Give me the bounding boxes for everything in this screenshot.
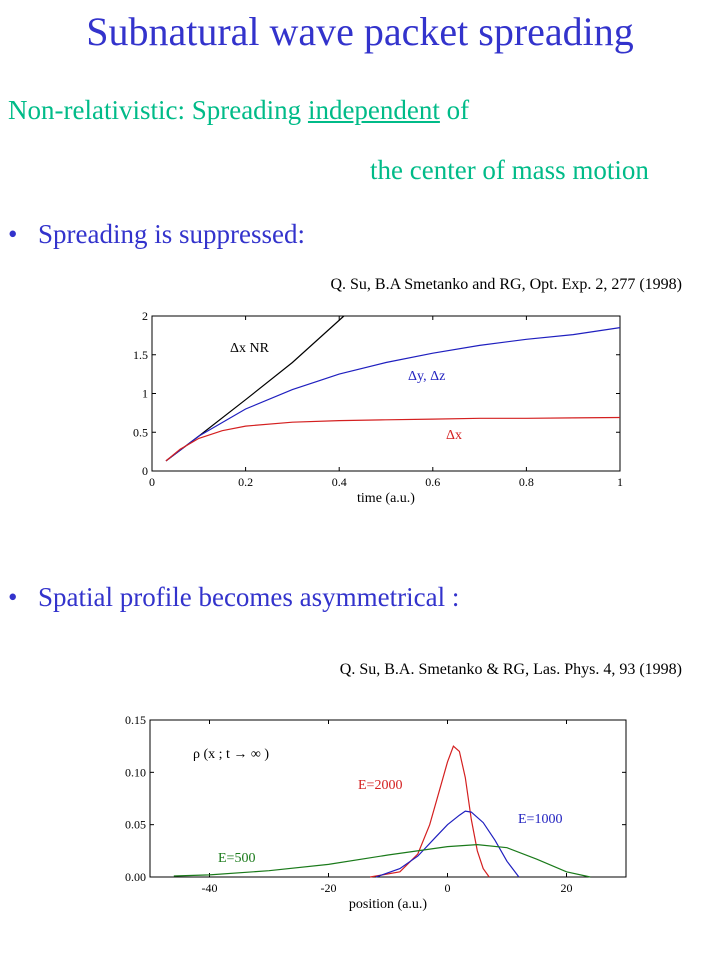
y-tick-label: 0.5 <box>133 425 148 439</box>
series-label-0: E=2000 <box>358 778 402 793</box>
y-tick-label: 1.5 <box>133 348 148 362</box>
y-tick-label: 0.00 <box>125 870 146 884</box>
x-tick-label: 0.8 <box>519 475 534 489</box>
x-tick-label: -40 <box>202 881 218 895</box>
x-tick-label: 1 <box>617 475 623 489</box>
non-relativistic-line-2: the center of mass motion <box>370 155 649 185</box>
plot-frame <box>149 719 627 878</box>
series-line-1 <box>165 327 621 462</box>
x-tick-label: 0 <box>445 881 451 895</box>
y-tick-label: 2 <box>142 309 148 323</box>
series-line-2 <box>165 416 621 462</box>
y-tick-label: 0.10 <box>125 765 146 779</box>
x-axis-label: position (a.u.) <box>349 897 427 912</box>
spreading-chart: 0 0.2 0.4 0.6 0.8 1 0 0.5 1 1.5 2 time (a.u.) Δx NR Δ… <box>133 309 623 506</box>
x-tick-label: 0.2 <box>238 475 253 489</box>
non-relativistic-line-1: Non-relativistic: Spreading independent … <box>8 95 469 126</box>
series-line-0 <box>369 745 490 878</box>
reference-2: Q. Su, B.A. Smetanko & RG, Las. Phys. 4,… <box>339 661 682 678</box>
nr-prefix: Non-relativistic: Spreading <box>8 95 308 125</box>
nr-suffix: of <box>439 95 470 125</box>
x-tick-label: -20 <box>321 881 337 895</box>
series-label-2: E=500 <box>218 851 255 866</box>
series-label-1: E=1000 <box>518 812 562 827</box>
series-label-1: Δy, Δz <box>408 369 445 384</box>
bullet-asymmetric: • Spatial profile becomes asymmetrical : <box>8 582 459 613</box>
y-tick-label: 1 <box>142 387 148 401</box>
bullet-spreading: • Spreading is suppressed: <box>8 219 305 250</box>
y-tick-label: 0.15 <box>125 713 146 727</box>
bullet-icon: • <box>8 219 18 249</box>
nr-underlined-word: independent <box>307 95 440 125</box>
reference-1: Q. Su, B.A Smetanko and RG, Opt. Exp. 2,… <box>330 276 682 293</box>
series-line-1 <box>375 810 520 878</box>
y-tick-label: 0 <box>142 464 148 478</box>
page-title: Subnatural wave packet spreading <box>86 9 634 54</box>
chart-title: ρ (x ; t → ∞ ) <box>193 747 269 762</box>
y-tick-label: 0.05 <box>125 818 146 832</box>
bullet-text: Spreading is suppressed: <box>38 219 305 249</box>
series-line-2 <box>173 843 591 878</box>
bullet-text: Spatial profile becomes asymmetrical : <box>38 582 460 612</box>
x-tick-label: 0.6 <box>425 475 440 489</box>
plot-frame <box>151 315 621 472</box>
series-label-2: Δx <box>446 428 462 443</box>
x-axis-label: time (a.u.) <box>357 491 415 506</box>
x-tick-label: 0.4 <box>332 475 347 489</box>
series-line-0 <box>165 315 345 462</box>
series-label-0: Δx NR <box>230 341 270 356</box>
x-tick-label: 0 <box>149 475 155 489</box>
x-tick-label: 20 <box>561 881 573 895</box>
spatial-profile-chart: -40 -20 0 20 0.00 0.05 0.10 0.15 position (a.u.)… <box>125 713 627 912</box>
bullet-icon: • <box>8 582 18 612</box>
